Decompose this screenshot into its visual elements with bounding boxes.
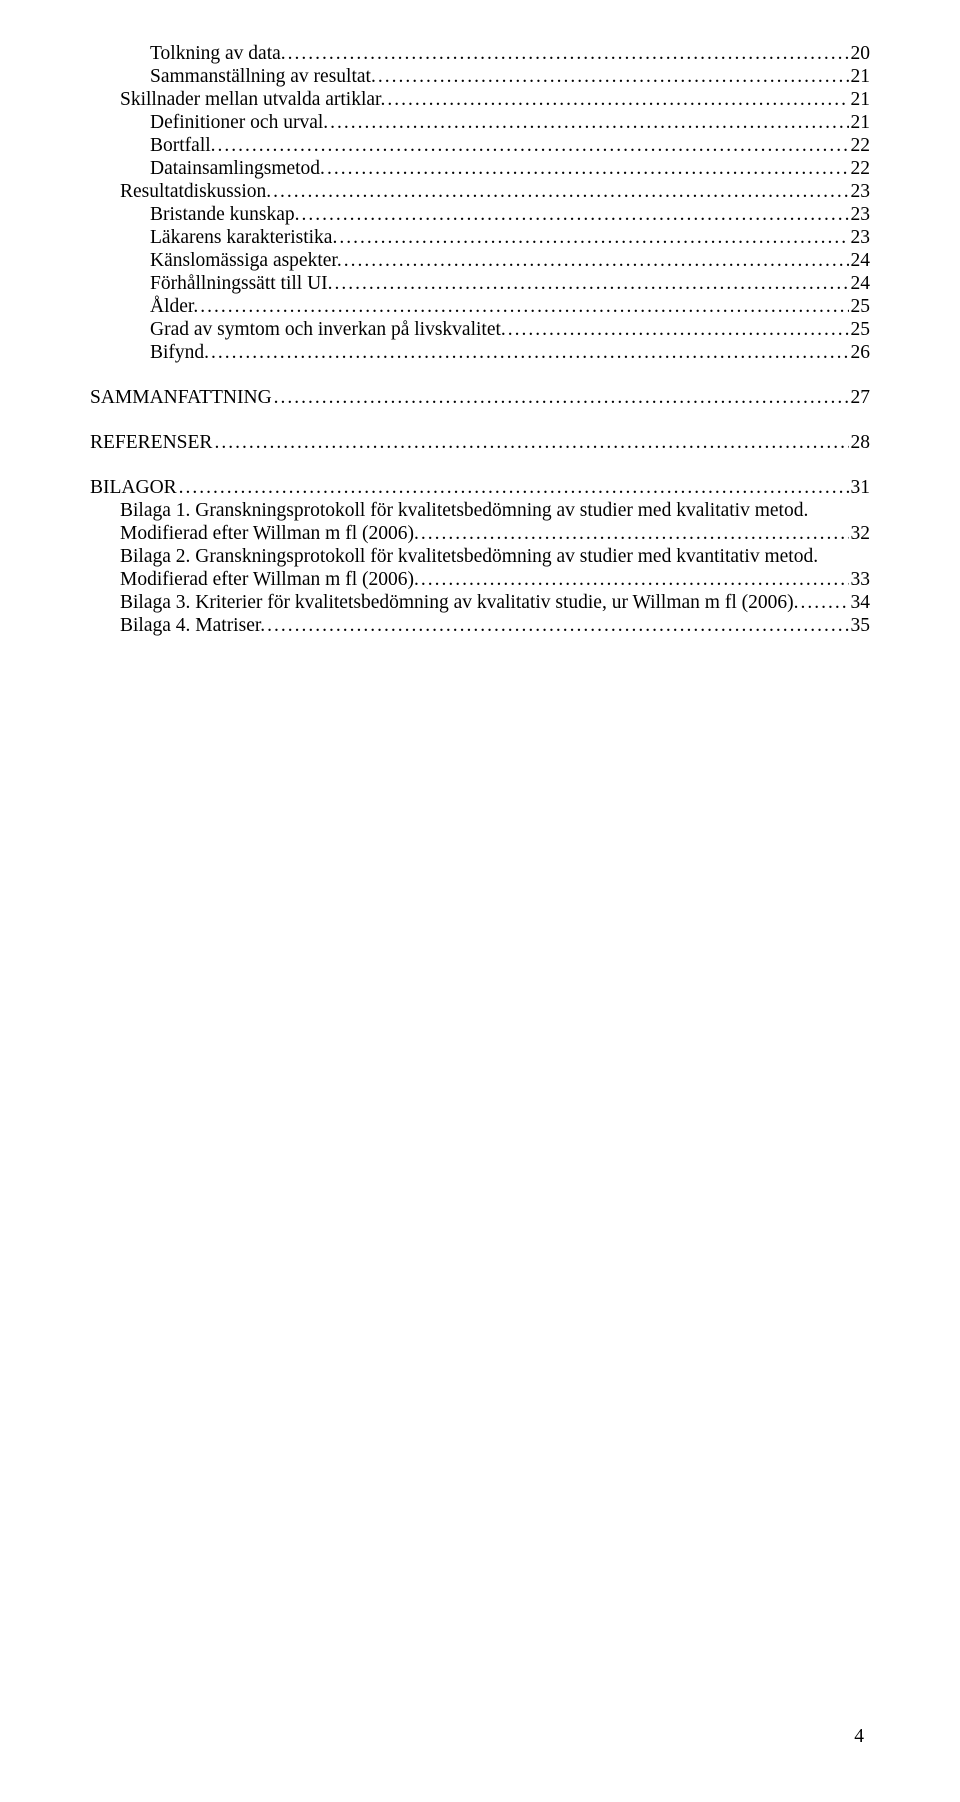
toc-entry-label: Bilaga 1. Granskningsprotokoll för kvali… bbox=[90, 499, 870, 522]
page-container: Tolkning av data.20Sammanställning av re… bbox=[0, 0, 960, 1802]
toc-dot-leader bbox=[421, 568, 849, 591]
toc-entry-label: Bilaga 4. Matriser. bbox=[120, 614, 265, 637]
toc-dot-leader bbox=[273, 180, 848, 203]
toc-entry: BILAGOR 31 bbox=[90, 476, 870, 499]
toc-entry-label: Resultatdiskussion. bbox=[120, 180, 271, 203]
toc-entry-page: 35 bbox=[851, 614, 871, 637]
toc-entry-label: BILAGOR bbox=[90, 476, 177, 499]
toc-entry-page: 27 bbox=[851, 386, 871, 409]
toc-dot-leader bbox=[301, 203, 848, 226]
toc-entry: SAMMANFATTNING 27 bbox=[90, 386, 870, 409]
toc-entry-page: 24 bbox=[851, 272, 871, 295]
toc-dot-leader bbox=[378, 65, 849, 88]
toc-entry-label: Bristande kunskap. bbox=[150, 203, 299, 226]
toc-dot-leader bbox=[801, 591, 849, 614]
toc-entry: Definitioner och urval. 21 bbox=[90, 111, 870, 134]
toc-entry-page: 33 bbox=[851, 568, 871, 591]
toc-entry-label: REFERENSER bbox=[90, 431, 212, 454]
toc-entry-label: Modifierad efter Willman m fl (2006). bbox=[120, 568, 419, 591]
toc-entry-label: Bifynd. bbox=[150, 341, 209, 364]
toc-dot-leader bbox=[218, 134, 849, 157]
toc-dot-leader bbox=[508, 318, 849, 341]
toc-dot-leader bbox=[330, 111, 848, 134]
toc-entry-label: Bilaga 3. Kriterier för kvalitetsbedömni… bbox=[120, 591, 799, 614]
toc-entry: Läkarens karakteristika. 23 bbox=[90, 226, 870, 249]
toc-dot-leader bbox=[344, 249, 849, 272]
toc-entry-label: Ålder. bbox=[150, 295, 198, 318]
toc-dot-leader bbox=[339, 226, 848, 249]
toc-entry-page: 34 bbox=[851, 591, 871, 614]
toc-entry: Bortfall. 22 bbox=[90, 134, 870, 157]
toc-entry-page: 24 bbox=[851, 249, 871, 272]
toc-entry-label: Grad av symtom och inverkan på livskvali… bbox=[150, 318, 506, 341]
toc-dot-leader bbox=[335, 272, 849, 295]
toc-dot-leader bbox=[179, 476, 849, 499]
toc-entry-page: 25 bbox=[851, 295, 871, 318]
toc-entry-lastline: Bilaga 3. Kriterier för kvalitetsbedömni… bbox=[90, 591, 870, 614]
toc-entry-page: 22 bbox=[851, 134, 871, 157]
toc-entry-page: 31 bbox=[851, 476, 871, 499]
toc-entry-label: Tolkning av data. bbox=[150, 42, 286, 65]
page-number: 4 bbox=[854, 1726, 864, 1748]
toc-entry-page: 21 bbox=[851, 111, 871, 134]
toc-entry-label: Datainsamlingsmetod. bbox=[150, 157, 325, 180]
toc-entry: Bifynd. 26 bbox=[90, 341, 870, 364]
toc-entry-label: Bortfall. bbox=[150, 134, 216, 157]
toc-entry: Datainsamlingsmetod. 22 bbox=[90, 157, 870, 180]
toc-entry-label: Bilaga 2. Granskningsprotokoll för kvali… bbox=[90, 545, 870, 568]
toc-entry: Resultatdiskussion. 23 bbox=[90, 180, 870, 203]
toc-dot-leader bbox=[214, 431, 848, 454]
toc-entry-label: Modifierad efter Willman m fl (2006). bbox=[120, 522, 419, 545]
toc-entry: Tolkning av data. 20 bbox=[90, 42, 870, 65]
toc-entry-label: Förhållningssätt till UI. bbox=[150, 272, 333, 295]
toc-dot-leader bbox=[327, 157, 849, 180]
toc-gap bbox=[90, 409, 870, 431]
toc-entry: Bristande kunskap. 23 bbox=[90, 203, 870, 226]
toc-entry-label: Definitioner och urval. bbox=[150, 111, 328, 134]
toc-entry-page: 21 bbox=[851, 65, 871, 88]
toc-entry-page: 23 bbox=[851, 180, 871, 203]
toc-dot-leader bbox=[288, 42, 849, 65]
toc-dot-leader bbox=[274, 386, 849, 409]
toc-entry-lastline: Modifierad efter Willman m fl (2006). 32 bbox=[90, 522, 870, 545]
toc-dot-leader bbox=[267, 614, 848, 637]
toc-entry: Bilaga 3. Kriterier för kvalitetsbedömni… bbox=[90, 591, 870, 614]
toc-entry-page: 21 bbox=[851, 88, 871, 111]
toc-entry-page: 22 bbox=[851, 157, 871, 180]
toc-entry-page: 32 bbox=[851, 522, 871, 545]
toc-entry: Känslomässiga aspekter. 24 bbox=[90, 249, 870, 272]
toc-entry: Ålder. 25 bbox=[90, 295, 870, 318]
toc-entry-label: Läkarens karakteristika. bbox=[150, 226, 337, 249]
toc-entry-page: 26 bbox=[851, 341, 871, 364]
toc-dot-leader bbox=[421, 522, 849, 545]
toc-gap bbox=[90, 364, 870, 386]
toc-entry-label: Skillnader mellan utvalda artiklar. bbox=[120, 88, 385, 111]
toc-entry: Bilaga 1. Granskningsprotokoll för kvali… bbox=[90, 499, 870, 545]
toc-entry: Förhållningssätt till UI. 24 bbox=[90, 272, 870, 295]
toc-entry-label: SAMMANFATTNING bbox=[90, 386, 272, 409]
toc-entry: REFERENSER 28 bbox=[90, 431, 870, 454]
toc-dot-leader bbox=[200, 295, 848, 318]
toc-entry-lastline: Modifierad efter Willman m fl (2006). 33 bbox=[90, 568, 870, 591]
toc-entry: Skillnader mellan utvalda artiklar. 21 bbox=[90, 88, 870, 111]
toc-entry: Grad av symtom och inverkan på livskvali… bbox=[90, 318, 870, 341]
toc-entry-label: Sammanställning av resultat. bbox=[150, 65, 376, 88]
toc-entry: Sammanställning av resultat. 21 bbox=[90, 65, 870, 88]
toc-dot-leader bbox=[387, 88, 848, 111]
toc-entry-page: 23 bbox=[851, 203, 871, 226]
table-of-contents: Tolkning av data.20Sammanställning av re… bbox=[90, 42, 870, 637]
toc-gap bbox=[90, 454, 870, 476]
toc-entry-label: Känslomässiga aspekter. bbox=[150, 249, 342, 272]
toc-entry-page: 20 bbox=[851, 42, 871, 65]
toc-entry-page: 25 bbox=[851, 318, 871, 341]
toc-dot-leader bbox=[211, 341, 848, 364]
toc-entry-page: 23 bbox=[851, 226, 871, 249]
toc-entry: Bilaga 4. Matriser. 35 bbox=[90, 614, 870, 637]
toc-entry: Bilaga 2. Granskningsprotokoll för kvali… bbox=[90, 545, 870, 591]
toc-entry-page: 28 bbox=[851, 431, 871, 454]
